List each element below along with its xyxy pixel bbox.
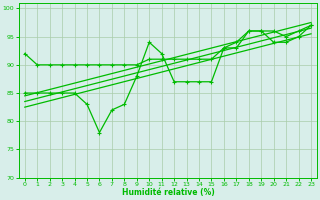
X-axis label: Humidité relative (%): Humidité relative (%) bbox=[122, 188, 214, 197]
